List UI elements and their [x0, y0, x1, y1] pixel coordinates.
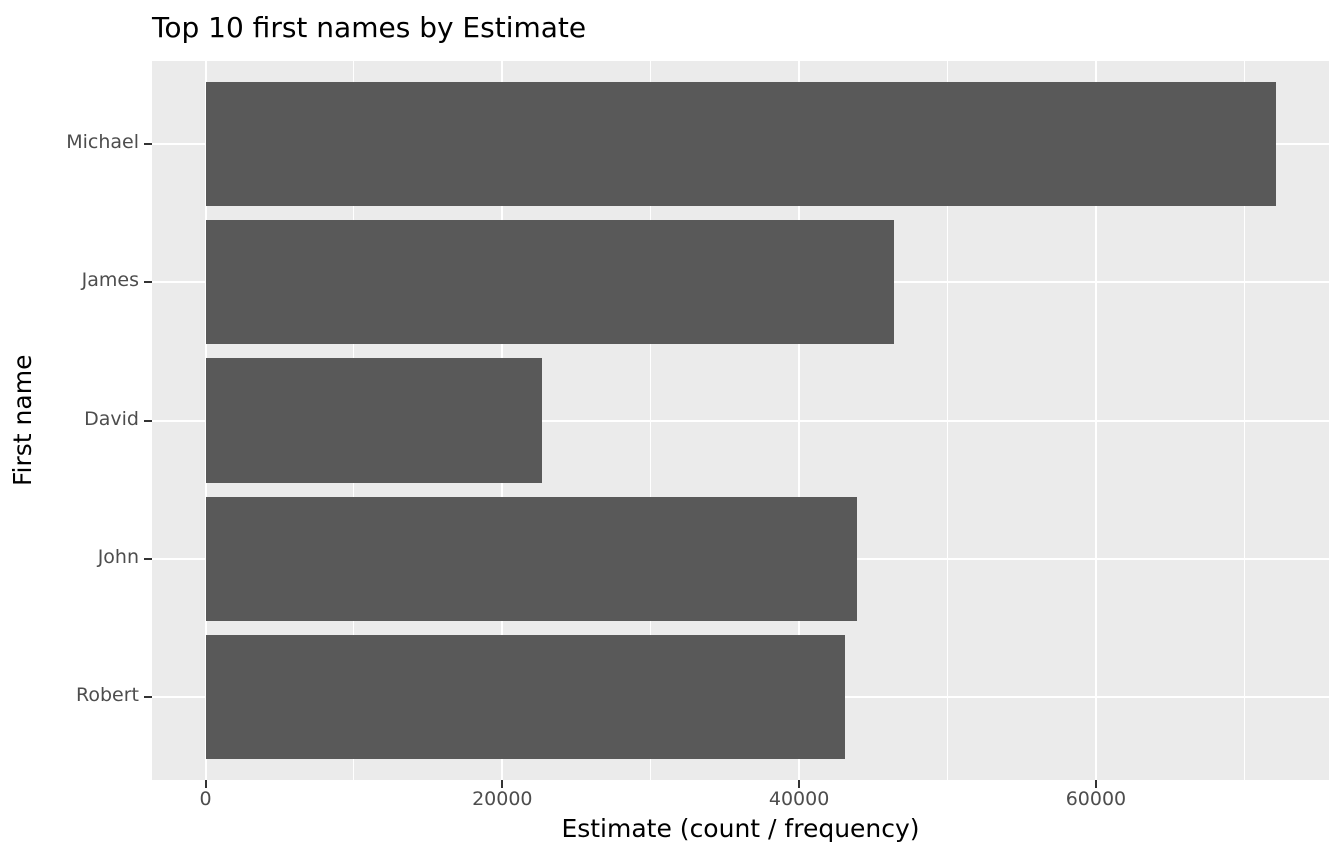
- y-tick-mark: [144, 281, 152, 284]
- y-axis-title: First name: [8, 354, 37, 487]
- x-tick-mark: [204, 780, 207, 788]
- bar-michael: [205, 81, 1276, 207]
- x-tick-mark: [501, 780, 504, 788]
- x-tick-mark: [798, 780, 801, 788]
- y-tick-label: Robert: [76, 684, 139, 707]
- y-tick-label: John: [97, 545, 139, 568]
- y-tick-label: Michael: [66, 130, 139, 153]
- bar-david: [205, 358, 543, 483]
- bar-robert: [205, 634, 846, 760]
- y-tick-label: James: [81, 269, 139, 292]
- x-axis-title: Estimate (count / frequency): [561, 814, 920, 843]
- y-tick-mark: [144, 557, 152, 560]
- bar-john: [205, 496, 857, 621]
- x-tick-mark: [1094, 780, 1097, 788]
- category-gridline: [152, 419, 1329, 422]
- x-tick-label: 40000: [768, 788, 830, 810]
- plot-panel: [152, 61, 1329, 780]
- bar-james: [205, 220, 895, 345]
- y-tick-mark: [144, 696, 152, 699]
- y-tick-mark: [144, 142, 152, 145]
- y-tick-mark: [144, 419, 152, 422]
- x-tick-label: 60000: [1065, 788, 1127, 810]
- chart-title: Top 10 first names by Estimate: [152, 11, 587, 44]
- x-tick-label: 0: [199, 788, 212, 810]
- y-tick-label: David: [84, 407, 139, 430]
- x-tick-label: 20000: [472, 788, 533, 810]
